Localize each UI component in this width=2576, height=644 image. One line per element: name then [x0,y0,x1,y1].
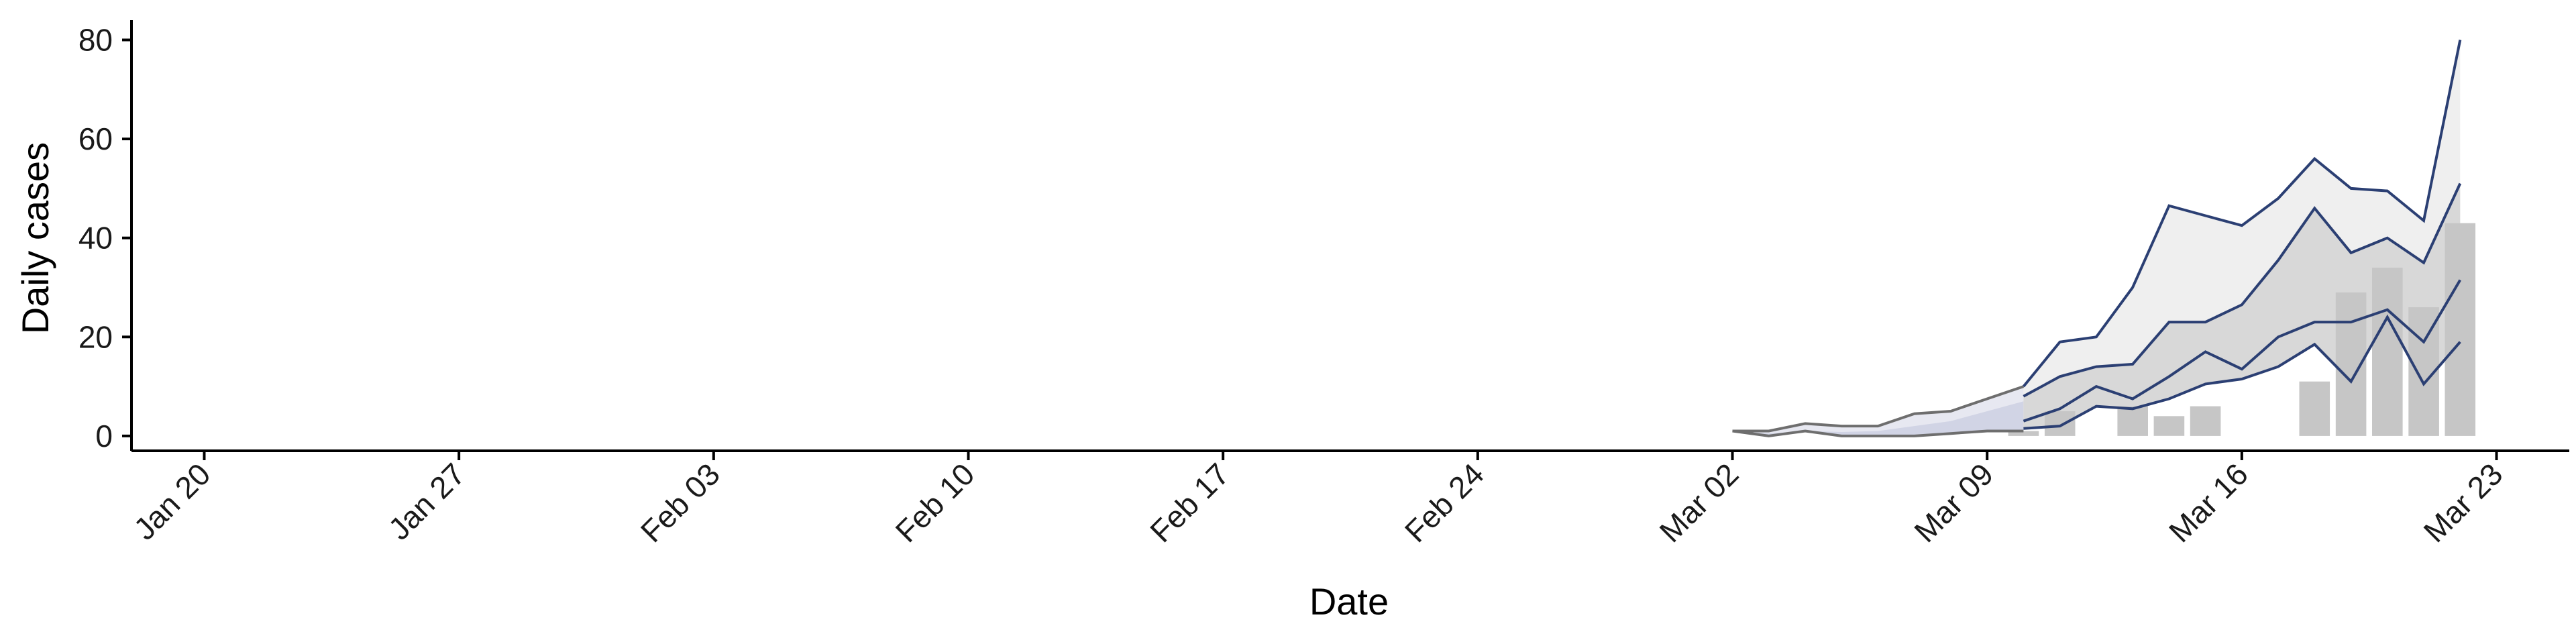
case-bar [2372,268,2403,436]
y-tick-label: 40 [78,221,113,256]
y-tick-label: 60 [78,121,113,156]
y-axis-title: Daily cases [14,142,56,334]
case-bar [2299,381,2330,436]
x-tick-label: Feb 10 [889,456,981,549]
case-bar [2117,406,2148,436]
case-bar [2445,223,2476,436]
line-layer [1732,40,2462,437]
projection-lower-line [2023,314,2461,430]
y-tick-label: 20 [78,319,113,354]
axes-layer [122,20,2569,460]
y-tick-label: 80 [78,23,113,58]
x-axis-title: Date [1309,580,1389,623]
x-tick-label: Jan 27 [382,456,472,546]
x-tick-label: Jan 20 [127,456,217,546]
x-tick-label: Feb 03 [634,456,727,549]
projection-median-line [2023,279,2462,423]
x-tick-label: Mar 16 [2162,456,2255,549]
case-bar [2190,406,2221,436]
x-tick-label: Mar 23 [2417,456,2510,549]
x-tick-label: Feb 17 [1143,456,1236,549]
y-tick-label: 0 [95,419,113,453]
x-tick-label: Mar 09 [1907,456,2000,549]
projection-upper-outer-line [2022,40,2462,388]
estimate-inner-band [1732,401,2024,436]
x-tick-label: Mar 02 [1653,456,1746,549]
estimate-upper-line [1732,385,2025,433]
case-bar [2044,411,2076,436]
projection-upper-inner-line [2023,182,2462,398]
case-bar [2153,416,2185,436]
bar-layer [2008,223,2476,436]
estimate-lower-line [1732,429,2024,437]
case-bar [2008,431,2039,436]
x-tick-label: Feb 24 [1398,456,1491,549]
